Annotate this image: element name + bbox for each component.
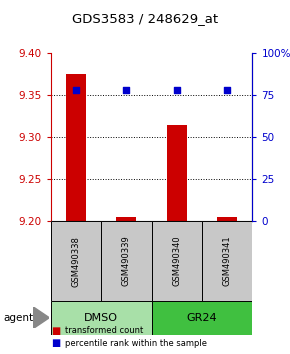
Bar — [66, 74, 86, 221]
Bar — [116, 217, 136, 221]
Point — [74, 87, 78, 93]
Text: GSM490339: GSM490339 — [122, 236, 131, 286]
Text: agent: agent — [3, 313, 33, 323]
Text: ■: ■ — [51, 326, 60, 336]
Text: GSM490340: GSM490340 — [172, 236, 181, 286]
Text: GDS3583 / 248629_at: GDS3583 / 248629_at — [72, 12, 218, 25]
Bar — [51, 301, 152, 335]
Point — [225, 87, 229, 93]
Text: percentile rank within the sample: percentile rank within the sample — [65, 339, 207, 348]
Text: DMSO: DMSO — [84, 313, 118, 323]
Text: GSM490338: GSM490338 — [71, 236, 80, 286]
Bar — [152, 301, 252, 335]
Bar — [152, 221, 202, 301]
Bar — [101, 221, 152, 301]
Bar — [167, 125, 187, 221]
Text: GSM490341: GSM490341 — [223, 236, 232, 286]
Bar — [217, 217, 237, 221]
Text: GR24: GR24 — [186, 313, 217, 323]
Point — [174, 87, 179, 93]
Polygon shape — [33, 307, 49, 329]
Bar — [51, 221, 101, 301]
Point — [124, 87, 129, 93]
Bar — [202, 221, 252, 301]
Text: ■: ■ — [51, 338, 60, 348]
Text: transformed count: transformed count — [65, 326, 144, 336]
